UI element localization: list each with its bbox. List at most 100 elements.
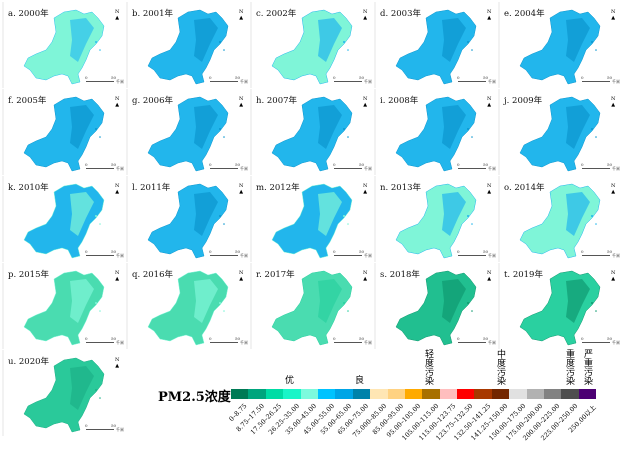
scale-bar: 0 50 千米 — [581, 162, 620, 171]
legend-category-label: 良 — [355, 376, 365, 386]
map-panel: h. 2007年 N ▲ 0 50 千米 — [250, 89, 373, 175]
north-arrow-icon: N ▲ — [115, 9, 120, 21]
region-map — [250, 2, 353, 88]
region-map — [126, 2, 229, 88]
map-panel: b. 2001年 N ▲ 0 50 千米 — [126, 2, 249, 88]
legend-swatch — [335, 389, 353, 399]
map-panel: d. 2003年 N ▲ 0 50 千米 — [374, 2, 497, 88]
region-map — [374, 263, 477, 349]
scale-bar: 0 50 千米 — [209, 162, 248, 171]
legend-swatch — [404, 389, 423, 399]
map-panel: f. 2005年 N ▲ 0 50 千米 — [2, 89, 125, 175]
legend-category-label: 中度污染 — [495, 349, 505, 385]
legend-swatch — [387, 389, 405, 399]
legend-swatch — [352, 389, 371, 399]
region-map — [126, 89, 229, 175]
region-map — [250, 263, 353, 349]
panel-label: r. 2017年 — [256, 270, 295, 280]
north-arrow-icon: N ▲ — [115, 96, 120, 108]
legend-swatch — [300, 389, 318, 399]
map-panel: e. 2004年 N ▲ 0 50 千米 — [498, 2, 621, 88]
scale-bar: 0 50 千米 — [209, 75, 248, 84]
legend-swatch — [370, 389, 388, 399]
panel-label: u. 2020年 — [8, 357, 50, 367]
scale-bar: 0 50 千米 — [85, 249, 124, 258]
map-panel: q. 2016年 N ▲ 0 50 千米 — [126, 263, 249, 349]
panel-label: a. 2000年 — [8, 9, 49, 19]
scale-bar: 0 50 千米 — [457, 75, 496, 84]
north-arrow-icon: N ▲ — [611, 9, 616, 21]
region-map — [250, 89, 353, 175]
panel-label: j. 2009年 — [504, 96, 543, 106]
map-panel: o. 2014年 N ▲ 0 50 千米 — [498, 176, 621, 262]
panel-label: g. 2006年 — [132, 96, 173, 106]
north-arrow-icon: N ▲ — [487, 96, 492, 108]
scale-bar: 0 50 千米 — [85, 75, 124, 84]
region-map — [126, 263, 229, 349]
scale-bar: 0 50 千米 — [333, 75, 372, 84]
north-arrow-icon: N ▲ — [487, 9, 492, 21]
scale-bar: 0 50 千米 — [333, 249, 372, 258]
map-panel: u. 2020年 N ▲ 0 50 千米 — [2, 350, 125, 436]
region-map — [498, 89, 601, 175]
panel-label: n. 2013年 — [380, 183, 422, 193]
legend-swatch — [265, 389, 284, 399]
legend-swatch — [561, 389, 579, 399]
north-arrow-icon: N ▲ — [611, 270, 616, 282]
legend-swatch — [422, 389, 440, 399]
map-panel: c. 2002年 N ▲ 0 50 千米 — [250, 2, 373, 88]
region-map — [374, 89, 477, 175]
legend-swatch — [457, 389, 475, 399]
north-arrow-icon: N ▲ — [363, 96, 368, 108]
north-arrow-icon: N ▲ — [611, 183, 616, 195]
legend-swatch — [248, 389, 266, 399]
north-arrow-icon: N ▲ — [487, 270, 492, 282]
scale-bar: 0 50 千米 — [333, 162, 372, 171]
region-map — [374, 2, 477, 88]
legend-swatch — [283, 389, 301, 399]
scale-bar: 0 50 千米 — [457, 249, 496, 258]
map-panel: l. 2011年 N ▲ 0 50 千米 — [126, 176, 249, 262]
scale-bar: 0 50 千米 — [209, 336, 248, 345]
scale-bar: 0 50 千米 — [85, 336, 124, 345]
legend-swatch — [526, 389, 545, 399]
panel-label: c. 2002年 — [256, 9, 297, 19]
legend-swatch — [474, 389, 492, 399]
map-panel: a. 2000年 N ▲ 0 50 千米 — [2, 2, 125, 88]
legend-category-label: 严重污染 — [582, 349, 592, 385]
map-panel: g. 2006年 N ▲ 0 50 千米 — [126, 89, 249, 175]
legend-color-bar — [231, 389, 597, 399]
scale-bar: 0 50 千米 — [581, 75, 620, 84]
scale-bar: 0 50 千米 — [209, 249, 248, 258]
north-arrow-icon: N ▲ — [239, 270, 244, 282]
region-map — [2, 89, 105, 175]
map-panel: p. 2015年 N ▲ 0 50 千米 — [2, 263, 125, 349]
north-arrow-icon: N ▲ — [239, 96, 244, 108]
north-arrow-icon: N ▲ — [239, 183, 244, 195]
map-panel: m. 2012年 N ▲ 0 50 千米 — [250, 176, 373, 262]
panel-label: f. 2005年 — [8, 96, 47, 106]
region-map — [2, 263, 105, 349]
panel-label: m. 2012年 — [256, 183, 300, 193]
north-arrow-icon: N ▲ — [363, 9, 368, 21]
map-panel: k. 2010年 N ▲ 0 50 千米 — [2, 176, 125, 262]
scale-bar: 0 50 千米 — [457, 336, 496, 345]
north-arrow-icon: N ▲ — [363, 183, 368, 195]
region-map — [498, 2, 601, 88]
map-panel: j. 2009年 N ▲ 0 50 千米 — [498, 89, 621, 175]
scale-bar: 0 50 千米 — [581, 336, 620, 345]
panel-label: o. 2014年 — [504, 183, 545, 193]
region-map — [498, 176, 601, 262]
legend-swatch — [439, 389, 458, 399]
scale-bar: 0 50 千米 — [457, 162, 496, 171]
panel-label: k. 2010年 — [8, 183, 49, 193]
legend-category-label: 重度污染 — [564, 349, 574, 385]
region-map — [126, 176, 229, 262]
map-panel: i. 2008年 N ▲ 0 50 千米 — [374, 89, 497, 175]
panel-label: s. 2018年 — [380, 270, 420, 280]
panel-label: i. 2008年 — [380, 96, 419, 106]
legend-category-label: 优 — [285, 376, 295, 386]
north-arrow-icon: N ▲ — [115, 183, 120, 195]
legend-swatch — [231, 389, 249, 399]
map-panel: r. 2017年 N ▲ 0 50 千米 — [250, 263, 373, 349]
